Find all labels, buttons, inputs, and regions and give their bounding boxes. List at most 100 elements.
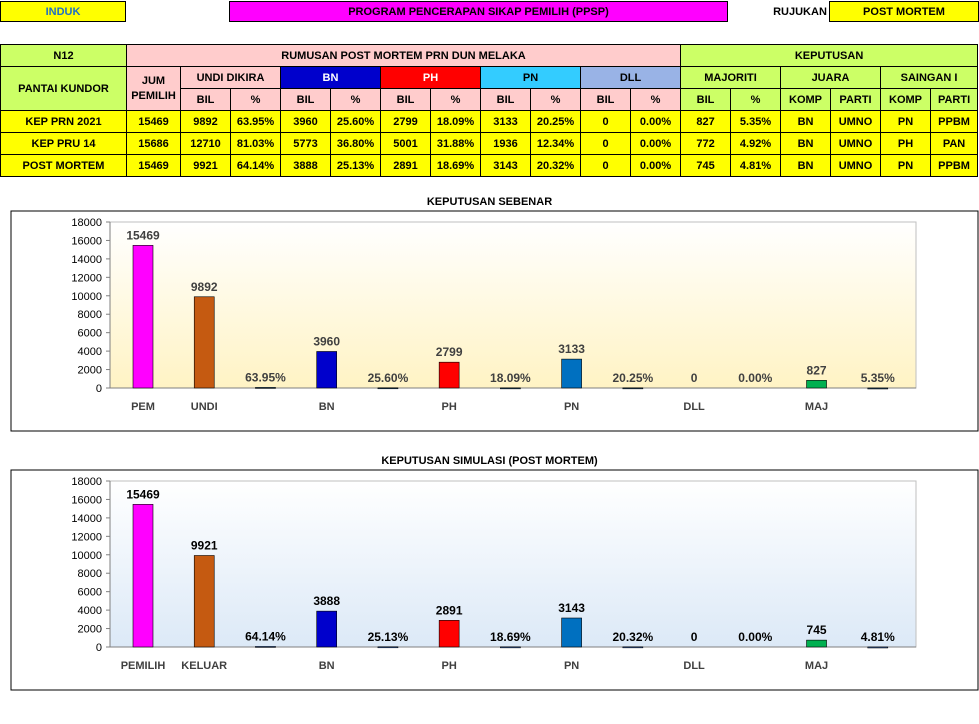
y-tick-label: 10000: [71, 291, 102, 303]
bar: [438, 361, 460, 389]
data-label: 3143: [558, 601, 585, 615]
table-cell: 5.35%: [730, 110, 782, 133]
y-tick-label: 12000: [71, 272, 102, 284]
bar: [622, 387, 644, 390]
table-row: KEP PRN 2021 15469 9892 63.95% 3960 25.60% 279…: [0, 110, 979, 133]
pn-pct-header: %: [530, 88, 581, 111]
bar: [500, 387, 521, 390]
table-cell: PN: [880, 154, 932, 177]
x-category-label: DLL: [683, 401, 705, 413]
pn-header: PN: [480, 66, 581, 89]
data-label: 18.69%: [490, 630, 531, 644]
table-cell: 36.80%: [330, 132, 381, 155]
table-cell: 3143: [480, 154, 531, 177]
maj-bil-header: BIL: [680, 88, 732, 111]
data-label: 0: [691, 630, 698, 644]
data-label: 3960: [313, 334, 340, 348]
table-cell: 772: [680, 132, 732, 155]
data-label: 827: [807, 363, 827, 377]
undi-pct-header: %: [230, 88, 281, 111]
table-cell: 20.32%: [530, 154, 581, 177]
x-category-label: UNDI: [191, 401, 218, 413]
juara-parti-header: PARTI: [830, 88, 882, 111]
table-cell: 5001: [380, 132, 431, 155]
undi-dikira-header: UNDI DIKIRA: [180, 66, 281, 89]
table-cell: 63.95%: [230, 110, 281, 133]
data-label: 20.25%: [612, 371, 653, 385]
program-title: PROGRAM PENCERAPAN SIKAP PEMILIH (PPSP): [229, 1, 728, 22]
dll-bil-header: BIL: [580, 88, 631, 111]
x-category-label: DLL: [683, 660, 705, 672]
table-cell: 25.13%: [330, 154, 381, 177]
y-tick-label: 8000: [78, 568, 102, 580]
bar: [255, 646, 276, 648]
table-cell: PH: [880, 132, 932, 155]
table-row: POST MORTEM 15469 9921 64.14% 3888 25.13% 2891…: [0, 154, 979, 177]
rujukan-label: RUJUKAN: [773, 5, 827, 18]
x-category-label: BN: [319, 401, 335, 413]
bar: [500, 646, 521, 649]
bar: [132, 504, 154, 648]
table-cell: 18.69%: [430, 154, 481, 177]
bar: [316, 610, 337, 648]
data-label: 5.35%: [861, 371, 895, 385]
data-label: 18.09%: [490, 371, 531, 385]
bar: [193, 555, 215, 648]
data-label: 64.14%: [245, 629, 286, 643]
bar: [622, 646, 644, 649]
plot-area: [109, 221, 917, 389]
data-label: 3133: [558, 342, 585, 356]
table-cell: 2891: [380, 154, 431, 177]
table-cell: 9892: [180, 110, 231, 133]
y-tick-label: 4000: [78, 346, 102, 358]
y-tick-label: 12000: [71, 531, 102, 543]
table-cell: 4.81%: [730, 154, 782, 177]
table-cell: 81.03%: [230, 132, 281, 155]
table-cell: 1936: [480, 132, 531, 155]
table-cell: UMNO: [830, 132, 882, 155]
seat-code: N12: [0, 44, 127, 67]
chart1-title: KEPUTUSAN SEBENAR: [426, 196, 553, 208]
table-cell: 31.88%: [430, 132, 481, 155]
bar: [132, 245, 154, 389]
data-label: 20.32%: [612, 630, 653, 644]
pn-bil-header: BIL: [480, 88, 531, 111]
induk-button[interactable]: INDUK: [0, 1, 126, 22]
table-cell: 0.00%: [629, 154, 682, 177]
table-cell: 3888: [280, 154, 331, 177]
result-title: KEPUTUSAN: [680, 44, 979, 67]
data-label: 15469: [126, 228, 160, 242]
group-title: RUMUSAN POST MORTEM PRN DUN MELAKA: [125, 44, 682, 67]
table-cell: PN: [880, 110, 932, 133]
summary-table: N12 RUMUSAN POST MORTEM PRN DUN MELAKA K…: [0, 44, 979, 177]
undi-bil-header: BIL: [180, 88, 231, 111]
chart1: 0 2000 4000 6000 8000 10000 12000 14000 16000 180…: [10, 210, 979, 432]
dll-pct-header: %: [629, 88, 682, 111]
table-cell: PAN: [930, 132, 979, 155]
data-label: 0.00%: [738, 630, 772, 644]
data-label: 745: [807, 623, 827, 637]
table-row: KEP PRU 14 15686 12710 81.03% 5773 36.80% 5001…: [0, 132, 979, 155]
x-category-label: KELUAR: [181, 660, 227, 672]
table-cell: 15686: [126, 132, 181, 155]
table-cell: 20.25%: [530, 110, 581, 133]
data-label: 0: [691, 371, 698, 385]
bar: [377, 646, 399, 649]
x-category-label: MAJ: [805, 401, 828, 413]
table-cell: BN: [780, 132, 832, 155]
dll-header: DLL: [579, 66, 682, 89]
area-name: PANTAI KUNDOR: [0, 66, 127, 111]
table-cell: UMNO: [830, 110, 882, 133]
table-cell: 0.00%: [629, 132, 682, 155]
data-label: 15469: [126, 487, 160, 501]
saingan-header: SAINGAN I: [880, 66, 979, 89]
data-label: 63.95%: [245, 370, 286, 384]
plot-area: [109, 480, 917, 648]
bar: [806, 380, 827, 389]
x-category-label: PH: [442, 660, 457, 672]
rujukan-value[interactable]: POST MORTEM: [829, 1, 979, 22]
row-label: POST MORTEM: [0, 154, 127, 177]
table-cell: 3960: [280, 110, 331, 133]
row-label: KEP PRN 2021: [0, 110, 127, 133]
table-cell: 15469: [126, 110, 181, 133]
